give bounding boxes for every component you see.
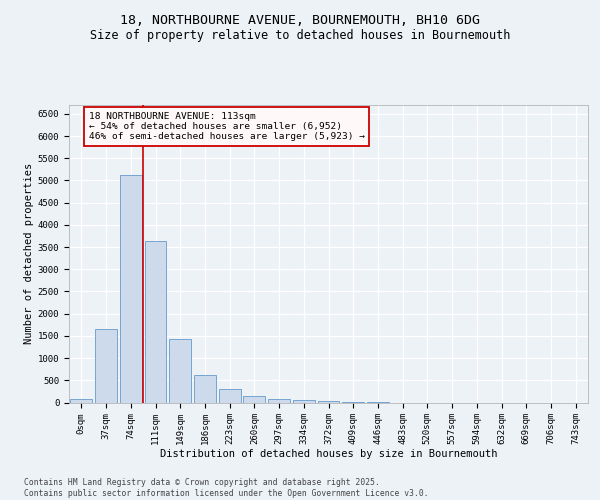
X-axis label: Distribution of detached houses by size in Bournemouth: Distribution of detached houses by size … <box>160 448 497 458</box>
Bar <box>219 388 241 402</box>
Bar <box>293 400 314 402</box>
Bar <box>268 398 290 402</box>
Bar <box>244 396 265 402</box>
Bar <box>95 329 117 402</box>
Bar <box>120 174 142 402</box>
Y-axis label: Number of detached properties: Number of detached properties <box>23 163 34 344</box>
Text: Contains HM Land Registry data © Crown copyright and database right 2025.
Contai: Contains HM Land Registry data © Crown c… <box>24 478 428 498</box>
Text: 18 NORTHBOURNE AVENUE: 113sqm
← 54% of detached houses are smaller (6,952)
46% o: 18 NORTHBOURNE AVENUE: 113sqm ← 54% of d… <box>89 112 365 142</box>
Text: Size of property relative to detached houses in Bournemouth: Size of property relative to detached ho… <box>90 29 510 42</box>
Bar <box>70 400 92 402</box>
Text: 18, NORTHBOURNE AVENUE, BOURNEMOUTH, BH10 6DG: 18, NORTHBOURNE AVENUE, BOURNEMOUTH, BH1… <box>120 14 480 27</box>
Bar <box>194 375 216 402</box>
Bar <box>169 340 191 402</box>
Bar <box>145 242 166 402</box>
Bar <box>317 401 340 402</box>
